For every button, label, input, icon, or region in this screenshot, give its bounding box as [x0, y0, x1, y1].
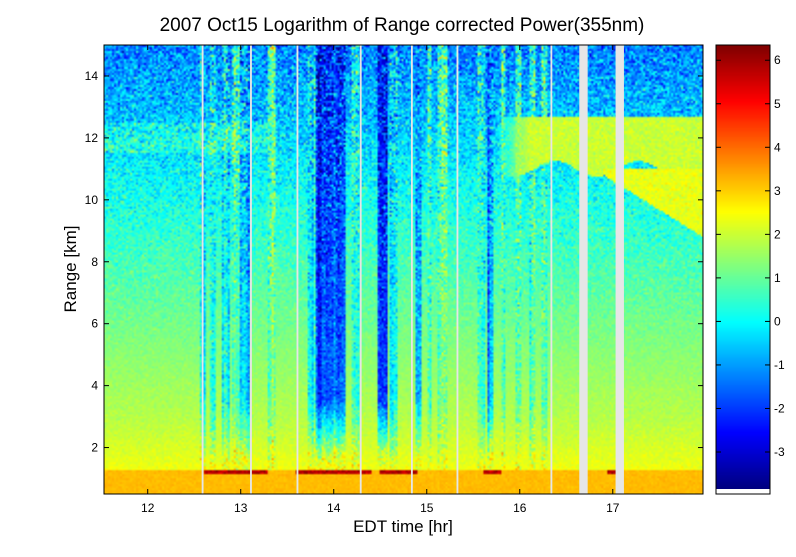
- colorbar-tick-label--1: -1: [774, 358, 785, 372]
- x-tick-label-15: 15: [420, 501, 434, 515]
- y-tick-label-10: 10: [85, 193, 99, 207]
- data-gaps: [201, 45, 624, 494]
- x-tick-label-17: 17: [606, 501, 620, 515]
- x-tick-label-12: 12: [141, 501, 155, 515]
- colorbar-tick-label--2: -2: [774, 401, 785, 415]
- data-gap-4: [410, 45, 413, 494]
- x-tick-label-13: 13: [234, 501, 248, 515]
- colorbar-tick-label-2: 2: [774, 227, 781, 241]
- colorbar-tick-label-5: 5: [774, 97, 781, 111]
- colorbar-tick-label-4: 4: [774, 140, 781, 154]
- data-gap-0: [201, 45, 204, 494]
- colorbar-tick-label-3: 3: [774, 184, 781, 198]
- y-tick-label-6: 6: [91, 317, 98, 331]
- x-tick-label-16: 16: [513, 501, 527, 515]
- data-gap-2: [296, 45, 299, 494]
- data-gap-6: [550, 45, 553, 494]
- y-tick-label-4: 4: [91, 379, 98, 393]
- y-tick-label-12: 12: [85, 131, 99, 145]
- colorbar-tick-label-0: 0: [774, 314, 781, 328]
- plot-frame: [103, 44, 704, 495]
- y-axis-label: Range [km]: [61, 226, 80, 313]
- colorbar-tick-label-6: 6: [774, 53, 781, 67]
- data-gap-8: [615, 45, 624, 494]
- data-gap-7: [579, 45, 588, 494]
- colorbar-frame: [715, 44, 771, 495]
- y-tick-label-2: 2: [91, 441, 98, 455]
- heatmap-image: [104, 45, 703, 494]
- x-axis-label: EDT time [hr]: [353, 517, 453, 536]
- data-gap-3: [359, 45, 362, 494]
- colorbar-axis: -3 -2 -1 0 1 2 3 4 5 6: [716, 53, 785, 459]
- x-tick-label-14: 14: [327, 501, 341, 515]
- colorbar-tick-label-1: 1: [774, 271, 781, 285]
- y-tick-label-8: 8: [91, 255, 98, 269]
- colorbar-tick-label--3: -3: [774, 445, 785, 459]
- data-gap-5: [456, 45, 459, 494]
- y-axis: 2 4 6 8 10 12 14: [85, 69, 703, 455]
- colorbar-image: [716, 45, 770, 489]
- x-axis: 12 13 14 15 16 17: [141, 45, 620, 515]
- chart-title: 2007 Oct15 Logarithm of Range corrected …: [160, 15, 645, 36]
- data-gap-1: [250, 45, 252, 494]
- y-tick-label-14: 14: [85, 69, 99, 83]
